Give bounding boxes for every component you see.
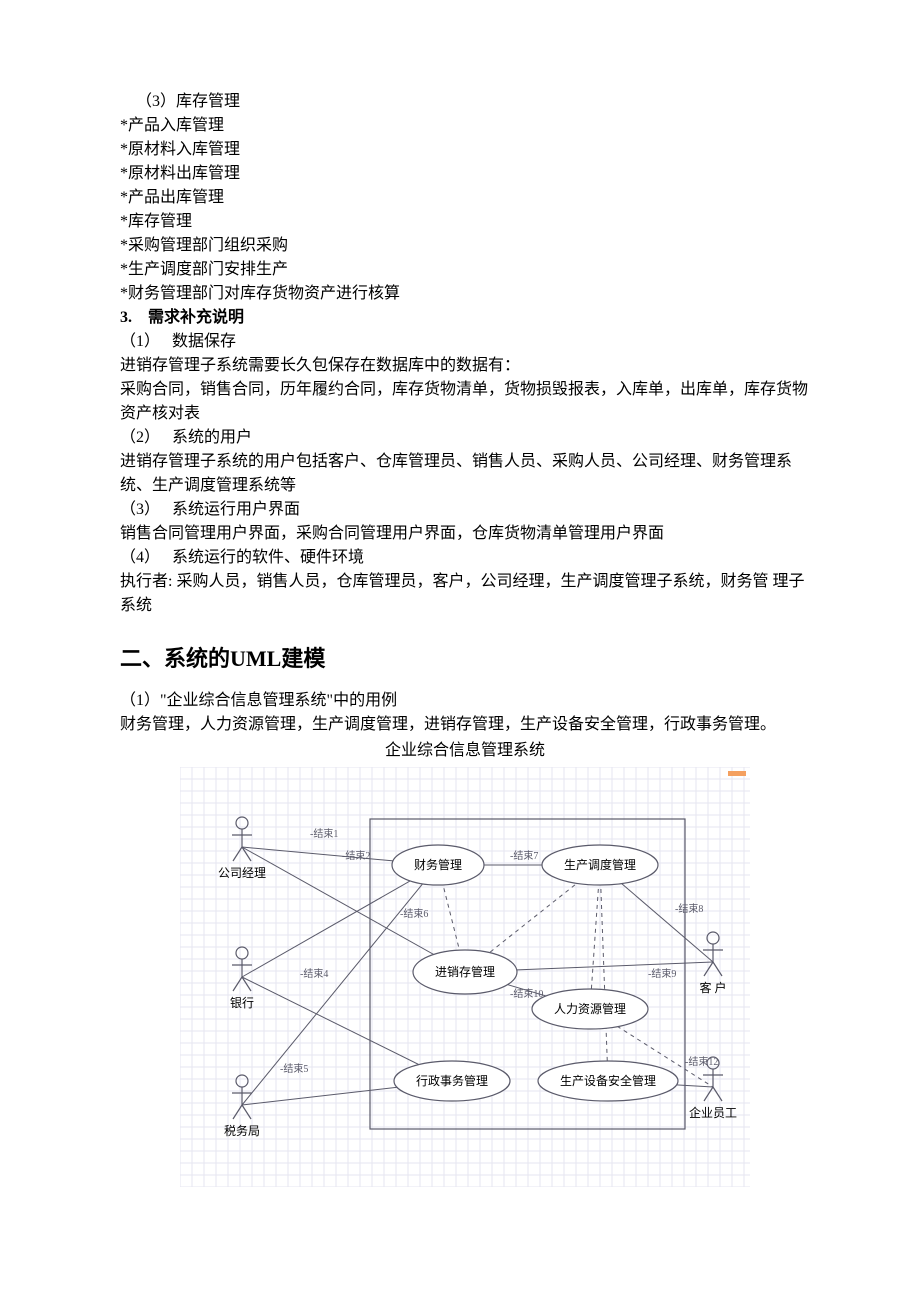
- section-3-item: *采购管理部门组织采购: [120, 234, 810, 258]
- uml-line-1: （1）"企业综合信息管理系统"中的用例: [120, 689, 810, 713]
- section-3-item: *生产调度部门安排生产: [120, 258, 810, 282]
- section-3-item: *财务管理部门对库存货物资产进行核算: [120, 282, 810, 306]
- section-3-item: *产品入库管理: [120, 114, 810, 138]
- svg-text:税务局: 税务局: [224, 1123, 260, 1138]
- req-p3-label: （3） 系统运行用户界面: [120, 498, 810, 522]
- req-p1-l2: 采购合同，销售合同，历年履约合同，库存货物清单，货物损毁报表，入库单，出库单，库…: [120, 378, 810, 426]
- uml-usecase-diagram: -结束1-结束2-结束4-结束5-结束7-结束6-结束8-结束9-结束10-结束…: [180, 767, 750, 1187]
- svg-text:-结束8: -结束8: [675, 902, 703, 915]
- section-3-item: *原材料入库管理: [120, 138, 810, 162]
- svg-text:-结束2: -结束2: [342, 849, 370, 862]
- req-p3-l1: 销售合同管理用户界面，采购合同管理用户界面，仓库货物清单管理用户界面: [120, 522, 810, 546]
- section-3-item: *产品出库管理: [120, 186, 810, 210]
- req-p4-l1: 执行者: 采购人员，销售人员，仓库管理员，客户，公司经理，生产调度管理子系统，财…: [120, 570, 810, 618]
- section-3-item: *原材料出库管理: [120, 162, 810, 186]
- uml-diagram-container: -结束1-结束2-结束4-结束5-结束7-结束6-结束8-结束9-结束10-结束…: [120, 767, 810, 1187]
- svg-text:公司经理: 公司经理: [218, 866, 266, 880]
- svg-text:银行: 银行: [230, 996, 254, 1010]
- svg-text:-结束4: -结束4: [300, 967, 328, 980]
- uml-line-2: 财务管理，人力资源管理，生产调度管理，进销存管理，生产设备安全管理，行政事务管理…: [120, 713, 810, 737]
- svg-text:-结束5: -结束5: [280, 1062, 308, 1075]
- svg-text:客 户: 客 户: [699, 980, 726, 995]
- svg-text:生产设备安全管理: 生产设备安全管理: [560, 1073, 656, 1088]
- uml-heading: 二、系统的UML建模: [120, 642, 810, 675]
- section-3-item: *库存管理: [120, 210, 810, 234]
- req-p2-l1: 进销存管理子系统的用户包括客户、仓库管理员、销售人员、采购人员、公司经理、财务管…: [120, 450, 810, 498]
- diagram-title: 企业综合信息管理系统: [120, 739, 810, 763]
- req-heading: 3. 需求补充说明: [120, 306, 810, 330]
- section-3-list: *产品入库管理*原材料入库管理*原材料出库管理*产品出库管理*库存管理*采购管理…: [120, 114, 810, 306]
- req-p4-label: （4） 系统运行的软件、硬件环境: [120, 546, 810, 570]
- svg-text:-结束7: -结束7: [510, 849, 538, 862]
- svg-text:人力资源管理: 人力资源管理: [554, 1001, 626, 1016]
- svg-text:财务管理: 财务管理: [414, 857, 462, 872]
- svg-text:-结束6: -结束6: [400, 907, 428, 920]
- req-p1-label: （1） 数据保存: [120, 330, 810, 354]
- svg-text:行政事务管理: 行政事务管理: [416, 1073, 488, 1088]
- document-page: （3）库存管理 *产品入库管理*原材料入库管理*原材料出库管理*产品出库管理*库…: [0, 0, 920, 1302]
- svg-text:企业员工: 企业员工: [689, 1105, 737, 1120]
- svg-text:生产调度管理: 生产调度管理: [564, 857, 636, 872]
- svg-text:-结束1: -结束1: [310, 827, 338, 840]
- svg-text:-结束10: -结束10: [510, 987, 543, 1000]
- req-p2-label: （2） 系统的用户: [120, 426, 810, 450]
- svg-text:-结束9: -结束9: [648, 967, 676, 980]
- svg-text:进销存管理: 进销存管理: [435, 964, 495, 979]
- section-3-header: （3）库存管理: [120, 90, 810, 114]
- req-p1-l1: 进销存管理子系统需要长久包保存在数据库中的数据有：: [120, 354, 810, 378]
